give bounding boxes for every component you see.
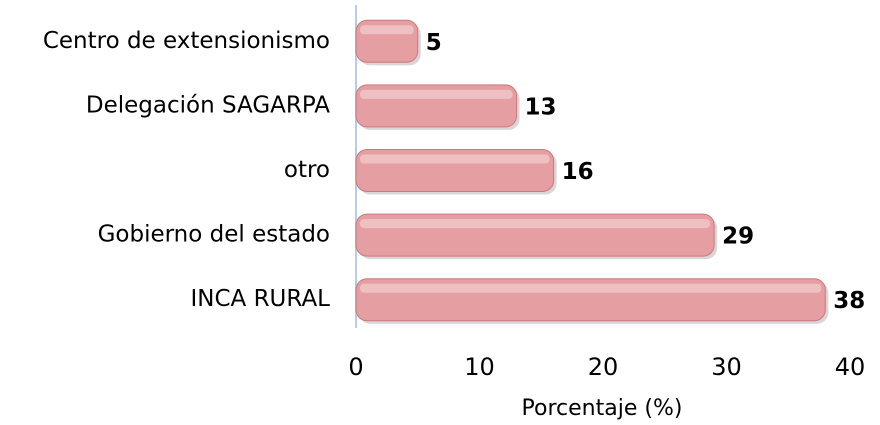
x-tick-label: 0	[348, 353, 363, 381]
bar-highlight	[360, 154, 550, 164]
x-tick-label: 30	[711, 353, 742, 381]
bar	[355, 84, 518, 128]
value-label: 16	[562, 159, 594, 185]
y-tick-label: Delegación SAGARPA	[86, 92, 330, 118]
bar	[355, 19, 419, 63]
bar-highlight	[360, 219, 711, 229]
value-label: 29	[722, 224, 754, 250]
x-axis-title: Porcentaje (%)	[522, 396, 683, 421]
y-tick-label: Centro de extensionismo	[43, 28, 330, 54]
value-label: 5	[426, 30, 442, 56]
bar	[355, 149, 555, 192]
bar	[355, 213, 715, 257]
y-tick-label: INCA RURAL	[190, 286, 330, 312]
value-label: 38	[833, 288, 865, 314]
x-tick-label: 40	[835, 353, 866, 381]
x-tick-label: 10	[464, 353, 495, 381]
bar-highlight	[360, 283, 822, 293]
x-tick-label: 20	[588, 353, 619, 381]
bar	[355, 278, 826, 322]
bar-highlight	[360, 89, 513, 99]
bar-highlight	[360, 25, 414, 35]
value-label: 13	[525, 94, 557, 120]
y-tick-label: otro	[284, 157, 330, 183]
y-tick-label: Gobierno del estado	[98, 222, 330, 248]
